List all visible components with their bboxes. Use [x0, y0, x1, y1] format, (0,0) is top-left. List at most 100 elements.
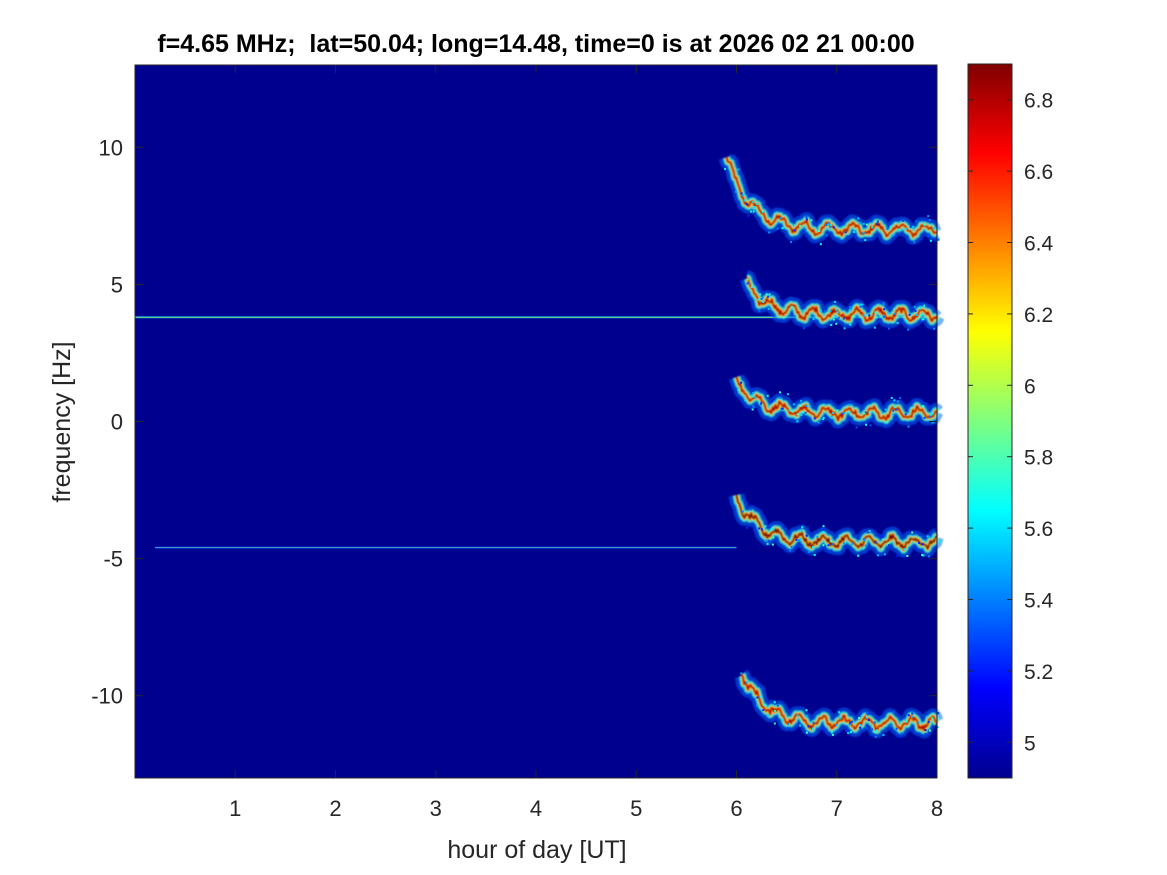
trace-speckle [859, 303, 862, 306]
trace-speckle [888, 543, 890, 546]
trace-speckle [756, 704, 759, 707]
trace-speckle [864, 411, 867, 414]
trace-speckle [752, 392, 754, 394]
trace-speckle [915, 314, 918, 316]
trace-speckle [868, 314, 871, 317]
trace-speckle [832, 315, 835, 318]
trace-speckle [751, 408, 754, 411]
trace-speckle [801, 526, 804, 529]
trace-speckle [857, 217, 860, 220]
trace-speckle [876, 554, 879, 557]
trace-speckle [747, 214, 750, 217]
trace-speckle [887, 312, 890, 315]
trace-speckle [938, 540, 941, 543]
trace-speckle [931, 421, 934, 424]
trace-speckle [859, 724, 862, 727]
trace-speckle [764, 525, 767, 528]
trace-speckle [743, 199, 746, 202]
trace-speckle [830, 224, 833, 227]
trace-speckle [882, 315, 885, 318]
trace-speckle [756, 195, 759, 198]
trace-speckle [746, 282, 749, 285]
trace-speckle [799, 404, 802, 407]
trace-speckle [807, 550, 810, 553]
trace-speckle [790, 305, 793, 308]
trace-speckle [849, 306, 852, 309]
trace-speckle [786, 726, 789, 729]
trace-speckle [868, 411, 871, 414]
trace-speckle [927, 215, 930, 218]
trace-speckle [899, 396, 901, 399]
trace-speckle [763, 704, 766, 707]
trace-speckle [772, 536, 775, 539]
trace-speckle [865, 223, 868, 226]
trace-speckle [762, 709, 765, 712]
trace-speckle [933, 327, 936, 330]
x-tick-label: 7 [831, 796, 843, 821]
trace-speckle [813, 417, 816, 420]
colorbar-tick-label: 5.4 [1024, 590, 1054, 613]
trace-speckle [829, 540, 832, 543]
trace-speckle [867, 531, 870, 534]
trace-speckle [882, 302, 885, 304]
trace-speckle [848, 723, 851, 726]
trace-speckle [888, 327, 890, 330]
trace-speckle [793, 316, 796, 319]
trace-speckle [896, 400, 899, 403]
trace-speckle [863, 412, 866, 415]
trace-speckle [926, 535, 929, 538]
trace-speckle [737, 389, 740, 391]
trace-speckle [920, 320, 923, 323]
trace-speckle [829, 310, 832, 313]
trace-speckle [911, 715, 913, 718]
trace-speckle [822, 416, 825, 419]
colorbar-tick-label: 5.6 [1024, 518, 1053, 541]
spectrogram-marks [135, 153, 945, 739]
trace-speckle [834, 300, 837, 303]
trace-speckle [746, 526, 748, 529]
trace-speckle [771, 527, 774, 530]
trace-speckle [911, 712, 914, 715]
trace-speckle [887, 542, 890, 545]
trace-speckle [752, 201, 755, 203]
trace-speckle [914, 309, 917, 312]
trace-speckle [828, 222, 830, 225]
doppler-trace [739, 270, 945, 330]
trace-speckle [923, 304, 925, 307]
trace-speckle [911, 531, 914, 534]
trace-speckle [827, 544, 830, 547]
trace-speckle [838, 237, 841, 240]
trace-speckle [930, 414, 933, 417]
trace-core [746, 277, 938, 323]
trace-speckle [873, 326, 876, 329]
trace-speckle [829, 226, 831, 229]
trace-speckle [768, 231, 771, 234]
trace-speckle [835, 724, 838, 727]
trace-speckle [795, 538, 798, 541]
trace-speckle [760, 695, 763, 698]
trace-speckle [883, 553, 886, 556]
trace-speckle [746, 278, 749, 281]
trace-speckle [922, 405, 924, 407]
trace-speckle [858, 222, 861, 225]
trace-speckle [882, 303, 885, 306]
trace-speckle [897, 228, 900, 231]
trace-speckle [874, 735, 877, 738]
trace-speckle [822, 525, 825, 528]
trace-speckle [800, 529, 803, 532]
trace-speckle [776, 227, 779, 230]
trace-speckle [839, 717, 842, 720]
trace-speckle [895, 408, 897, 411]
trace-speckle [805, 405, 808, 407]
doppler-trace [728, 372, 944, 429]
trace-speckle [774, 709, 777, 712]
trace-speckle [760, 528, 763, 531]
trace-speckle [802, 327, 805, 330]
trace-speckle [862, 232, 865, 234]
y-tick-label: 10 [99, 135, 123, 160]
trace-speckle [838, 711, 841, 714]
trace-speckle [908, 313, 911, 316]
trace-speckle [804, 412, 807, 414]
trace-speckle [915, 220, 918, 223]
